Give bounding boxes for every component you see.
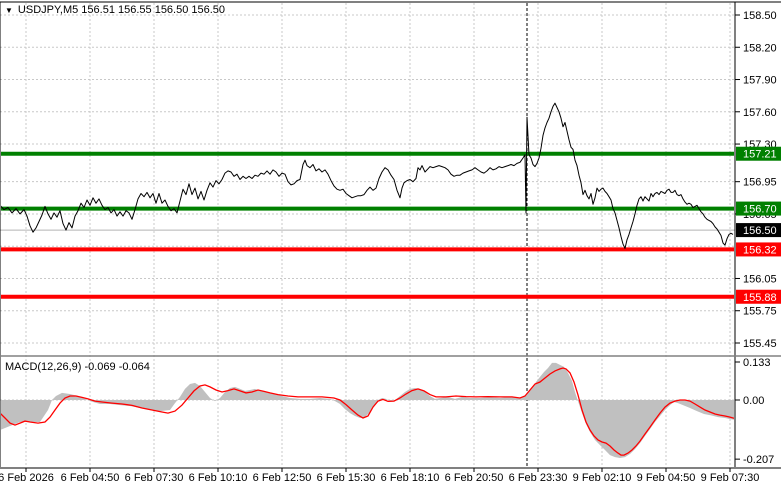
time-axis-label: 6 Feb 23:30 [509,472,568,484]
time-axis-label: 9 Feb 02:10 [573,472,632,484]
price-badge [736,146,781,161]
price-badge-label: 155.88 [743,292,777,304]
price-axis-label: 158.50 [743,10,777,22]
time-axis-label: 6 Feb 20:50 [445,472,504,484]
price-badge [736,289,781,304]
price-axis-label: 157.60 [743,107,777,119]
macd-axis-label: 0.133 [743,357,771,369]
time-axis-label: 6 Feb 15:30 [317,472,376,484]
price-series [1,102,734,249]
symbol-dropdown-icon[interactable]: ▼ [5,5,13,15]
price-badges: 157.21 156.70 156.32 155.88 156.50 [736,146,781,304]
price-axis-label: 155.45 [743,338,777,350]
macd-indicator-label: MACD(12,26,9) -0.069 -0.064 [5,361,150,373]
price-badge [736,242,781,257]
macd-axis-label: -0.207 [743,454,774,466]
time-axis-label: 9 Feb 07:30 [701,472,760,484]
grid [0,3,735,467]
price-axis-label: 158.20 [743,42,777,54]
price-badge-label: 156.70 [743,204,777,216]
price-axis-label: 157.90 [743,75,777,87]
price-line [1,102,734,249]
time-axis[interactable]: 6 Feb 2026 6 Feb 04:50 6 Feb 07:30 6 Feb 10… [0,468,759,484]
price-badge [736,201,781,216]
macd-histogram [1,362,734,458]
price-axis-label: 156.95 [743,177,777,189]
price-axis-label: 155.75 [743,306,777,318]
price-axis-label: 156.05 [743,273,777,285]
price-badge-label: 156.32 [743,244,777,256]
time-axis-label: 6 Feb 07:30 [125,472,184,484]
time-axis-label: 6 Feb 2026 [0,472,54,484]
macd-panel [1,362,734,458]
borders [0,1,781,469]
price-badge [736,223,781,238]
level-lines [1,151,734,299]
time-axis-label: 6 Feb 04:50 [61,472,120,484]
time-axis-label: 6 Feb 12:50 [253,472,312,484]
macd-signal-line [1,367,734,456]
price-badge-label: 157.21 [743,149,777,161]
chart-title: USDJPY,M5 156.51 156.55 156.50 156.50 [17,4,226,16]
price-badge-label: 156.50 [743,225,777,237]
macd-axis[interactable]: 0.133 0.00 -0.207 [735,357,774,466]
chart-header: ▼ USDJPY,M5 156.51 156.55 156.50 156.50 [5,4,225,16]
time-axis-label: 6 Feb 10:10 [189,472,248,484]
time-axis-label: 9 Feb 04:50 [637,472,696,484]
time-axis-label: 6 Feb 18:10 [381,472,440,484]
macd-axis-label: 0.00 [743,395,764,407]
